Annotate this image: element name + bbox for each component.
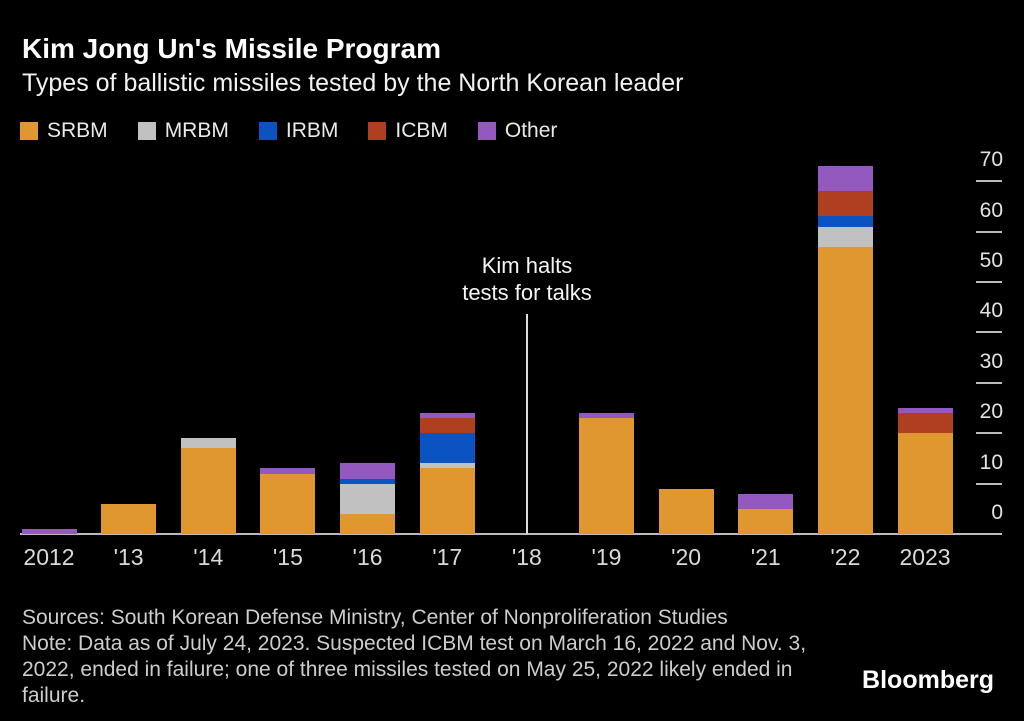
x-tick-label-16: '16 <box>352 544 383 570</box>
y-tick-70 <box>976 180 1002 183</box>
bar-segment-21-other <box>738 493 794 509</box>
y-tick-label-30: 30 <box>979 349 1003 373</box>
x-tick-label-20: '20 <box>671 544 702 570</box>
bar-segment-16-irbm <box>340 478 396 484</box>
annotation-line1: Kim halts <box>481 253 573 278</box>
bar-segment-22-icbm <box>817 191 873 217</box>
bar-segment-17-other <box>419 413 475 419</box>
bar-segment-17-mrbm <box>419 463 475 469</box>
bar-segment-17-irbm <box>419 433 475 464</box>
bar-segment-22-irbm <box>817 216 873 227</box>
annotation-text: Kim halts tests for talks <box>407 252 647 306</box>
annotation-line2: tests for talks <box>462 280 592 305</box>
y-tick-20 <box>976 432 1002 435</box>
bar-segment-2012-other <box>21 528 77 534</box>
legend: SRBM MRBM IRBM ICBM Other <box>20 119 557 143</box>
y-tick-label-50: 50 <box>979 249 1003 272</box>
x-axis-line <box>20 533 1002 535</box>
annotation-line <box>526 314 528 534</box>
y-tick-60 <box>976 230 1002 233</box>
legend-label-mrbm: MRBM <box>164 119 229 142</box>
bar-segment-16-other <box>340 463 396 479</box>
y-tick-10 <box>976 482 1002 485</box>
y-tick-label-70: 70 <box>979 148 1003 172</box>
legend-swatch-srbm <box>20 122 38 140</box>
footer-sources-line: Sources: South Korean Defense Ministry, … <box>22 606 728 629</box>
bar-segment-19-srbm <box>578 418 634 534</box>
bar-segment-22-srbm <box>817 246 873 534</box>
bar-segment-17-srbm <box>419 468 475 534</box>
bar-segment-13-srbm <box>101 503 157 534</box>
legend-swatch-icbm <box>368 122 387 140</box>
legend-label-other: Other <box>504 119 558 142</box>
legend-label-irbm: IRBM <box>285 119 339 142</box>
bar-segment-20-srbm <box>658 488 714 534</box>
bar-segment-15-srbm <box>260 473 316 534</box>
y-tick-40 <box>976 331 1002 334</box>
footer-note: Sources: South Korean Defense Ministry, … <box>22 605 882 709</box>
bar-segment-21-srbm <box>738 508 794 534</box>
x-tick-label-19: '19 <box>591 544 622 570</box>
bar-segment-15-other <box>260 468 316 474</box>
legend-item-other: Other <box>477 119 558 143</box>
chart-title: Kim Jong Un's Missile Program <box>22 33 441 64</box>
x-tick-label-21: '21 <box>750 544 781 570</box>
legend-item-icbm: ICBM <box>368 119 448 143</box>
bar-segment-22-mrbm <box>817 226 873 247</box>
legend-swatch-irbm <box>258 122 277 140</box>
x-tick-label-2012: 2012 <box>23 544 75 570</box>
legend-label-srbm: SRBM <box>47 119 108 142</box>
bar-segment-17-icbm <box>419 418 475 434</box>
legend-item-srbm: SRBM <box>20 119 108 143</box>
x-tick-label-2023: 2023 <box>899 544 951 570</box>
x-tick-label-17: '17 <box>432 544 463 570</box>
bar-segment-19-other <box>578 413 634 419</box>
y-tick-label-0: 0 <box>991 501 1003 524</box>
bar-segment-22-other <box>817 166 873 192</box>
bar-segment-16-srbm <box>340 513 396 534</box>
legend-swatch-other <box>477 122 496 140</box>
bloomberg-logo: Bloomberg <box>862 666 994 694</box>
chart-subtitle: Types of ballistic missiles tested by th… <box>22 69 684 97</box>
y-tick-label-10: 10 <box>979 450 1003 474</box>
footer-note-line-2: 2022, ended in failure; one of three mis… <box>22 658 793 681</box>
y-tick-30 <box>976 381 1002 384</box>
y-tick-50 <box>976 281 1002 283</box>
bar-segment-14-srbm <box>180 448 236 534</box>
bar-segment-2023-srbm <box>897 433 953 534</box>
x-tick-label-22: '22 <box>830 544 861 570</box>
bar-segment-2023-other <box>897 408 953 414</box>
legend-swatch-mrbm <box>137 122 156 140</box>
y-tick-label-20: 20 <box>979 400 1003 424</box>
y-tick-label-40: 40 <box>979 299 1003 323</box>
bar-segment-16-mrbm <box>340 483 396 514</box>
legend-item-mrbm: MRBM <box>137 119 229 143</box>
x-tick-label-14: '14 <box>193 544 224 570</box>
x-tick-label-15: '15 <box>272 544 303 570</box>
x-tick-label-18: '18 <box>511 544 542 570</box>
x-tick-label-13: '13 <box>113 544 144 570</box>
bar-segment-2023-icbm <box>897 413 953 434</box>
footer-note-line-3: failure. <box>22 684 86 707</box>
legend-label-icbm: ICBM <box>395 119 448 142</box>
y-tick-label-60: 60 <box>979 198 1003 222</box>
legend-item-irbm: IRBM <box>258 119 339 143</box>
bar-segment-14-mrbm <box>180 438 236 449</box>
footer-note-line-1: Note: Data as of July 24, 2023. Suspecte… <box>22 632 807 655</box>
